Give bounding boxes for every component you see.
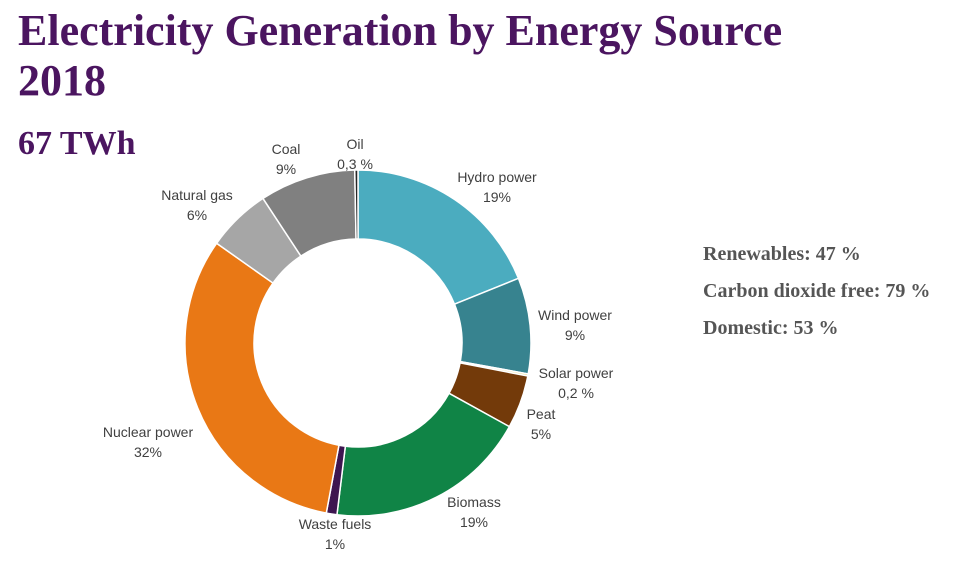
slice-label-hydro-power: Hydro power 19% — [457, 169, 537, 205]
chart-subtitle: 67 TWh — [18, 125, 136, 162]
stat-domestic: Domestic: 53 % — [703, 317, 839, 339]
slice-label-peat: Peat 5% — [527, 406, 556, 442]
chart-title: Electricity Generation by Energy Source … — [18, 6, 783, 105]
slice-nuclear-power — [184, 242, 340, 514]
slice-label-nuclear-power: Nuclear power 32% — [103, 424, 194, 460]
slice-label-coal: Coal 9% — [272, 141, 301, 177]
slice-label-wind-power: Wind power 9% — [538, 307, 612, 343]
stat-carbon-free: Carbon dioxide free: 79 % — [703, 280, 931, 302]
slice-label-waste-fuels: Waste fuels 1% — [299, 516, 372, 552]
slice-label-biomass: Biomass 19% — [447, 494, 501, 530]
slice-oil — [353, 169, 359, 240]
slice-label-oil: Oil 0,3 % — [337, 136, 373, 172]
slice-label-solar-power: Solar power 0,2 % — [539, 365, 614, 401]
stat-renewables: Renewables: 47 % — [703, 243, 861, 265]
slice-label-natural-gas: Natural gas 6% — [161, 187, 233, 223]
summary-stats: Renewables: 47 % Carbon dioxide free: 79… — [703, 240, 930, 351]
